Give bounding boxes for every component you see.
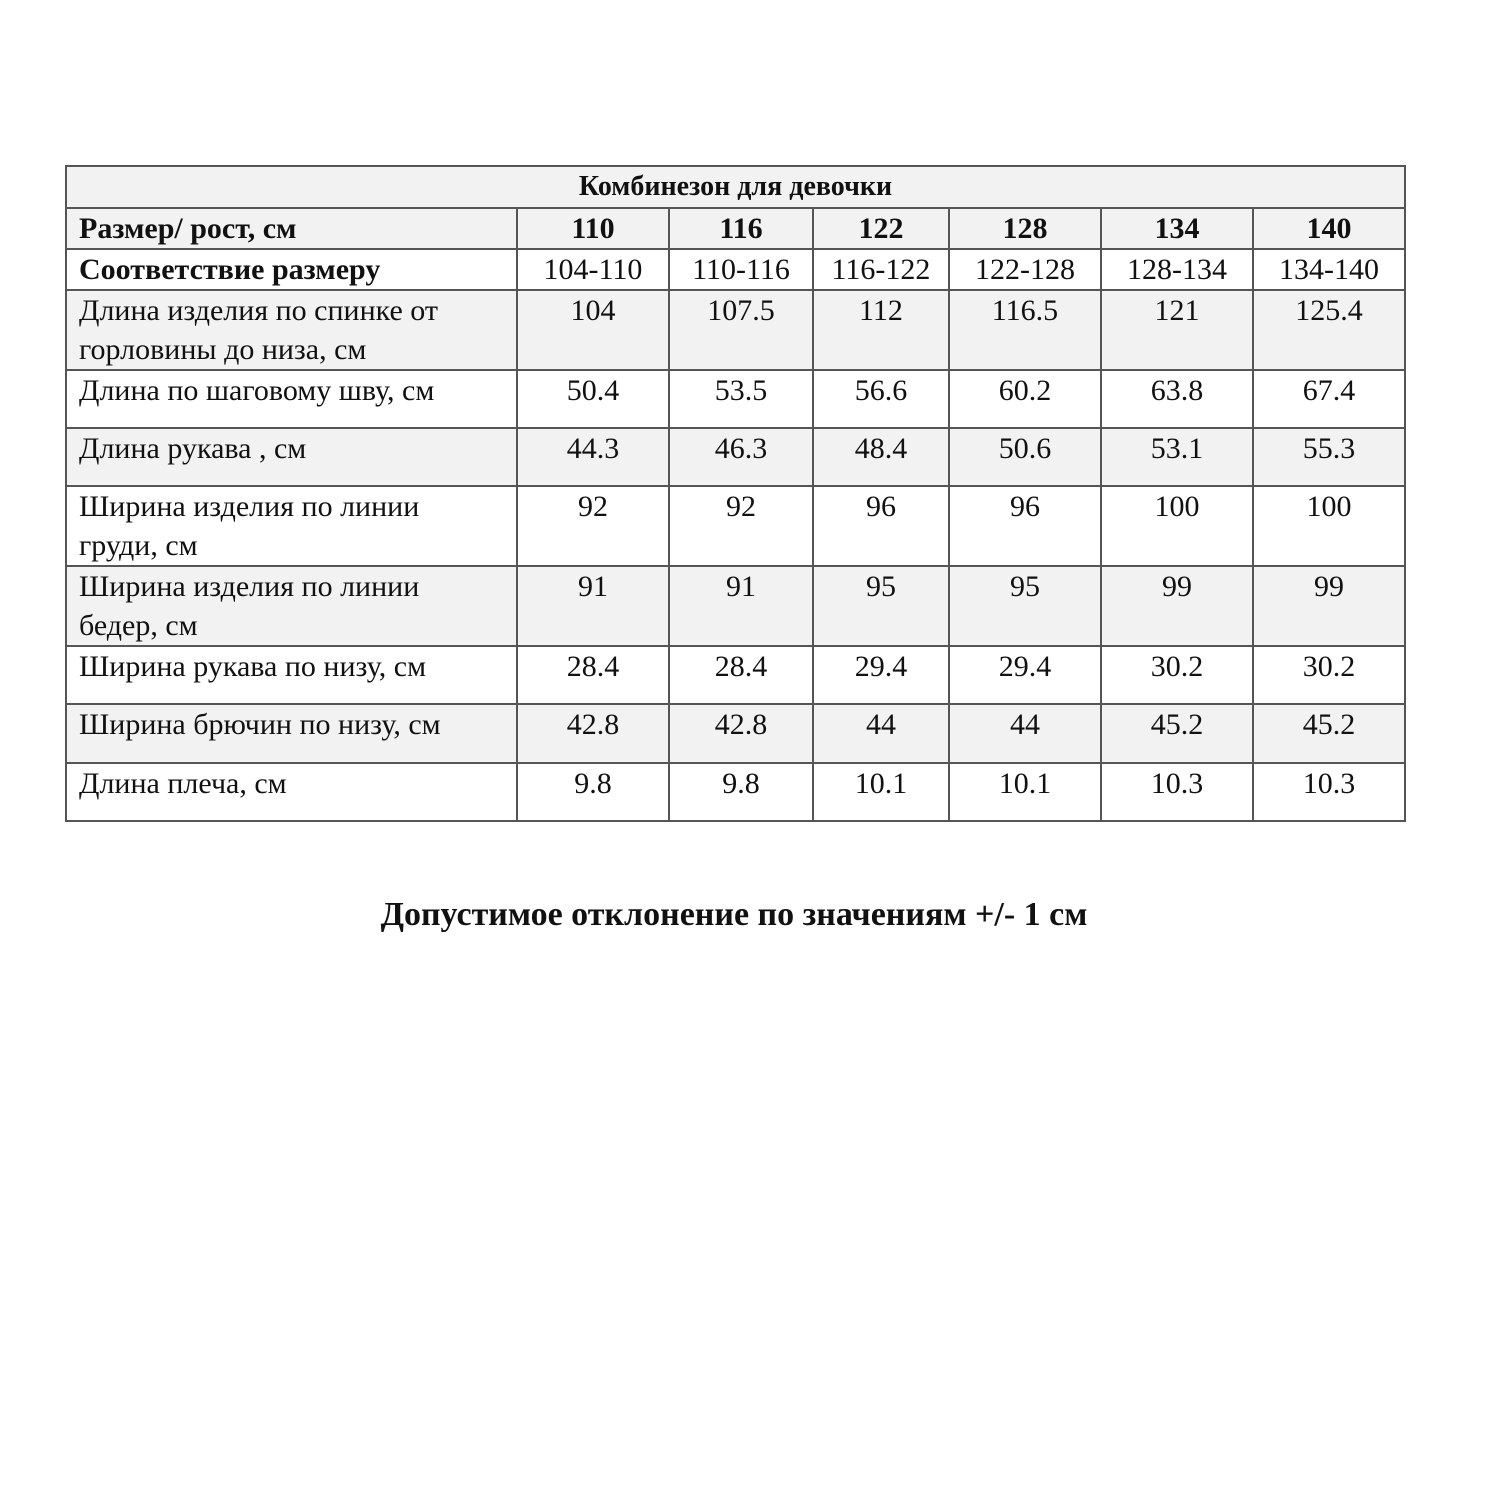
value-cell: 95 — [948, 565, 1102, 647]
value-cell: 121 — [1100, 289, 1254, 371]
value-cell: 96 — [948, 485, 1102, 567]
value-cell: 44 — [812, 703, 950, 764]
value-cell: 112 — [812, 289, 950, 371]
value-cell: 91 — [668, 565, 814, 647]
table-row: Длина плеча, см 9.8 9.8 10.1 10.1 10.3 10.3 — [65, 762, 1407, 822]
value-cell: 92 — [668, 485, 814, 567]
value-cell: 29.4 — [812, 645, 950, 705]
value-cell: 63.8 — [1100, 369, 1254, 429]
value-cell: 30.2 — [1100, 645, 1254, 705]
value-cell: 42.8 — [668, 703, 814, 764]
value-cell: 30.2 — [1251, 645, 1407, 705]
value-cell: 10.3 — [1100, 762, 1254, 822]
size-cell: 134 — [1100, 207, 1254, 250]
value-cell: 116.5 — [948, 289, 1102, 371]
value-cell: 56.6 — [812, 369, 950, 429]
size-cell: 128 — [948, 207, 1102, 250]
row-label: Ширина рукава по низу, см — [65, 645, 518, 705]
value-cell: 95 — [812, 565, 950, 647]
value-cell: 53.1 — [1100, 427, 1254, 487]
correspondence-cell: 104-110 — [516, 248, 670, 291]
table-row: Ширина изделия по линии груди, см 92 92 96 9… — [65, 485, 1407, 567]
size-cell: 122 — [812, 207, 950, 250]
row-label: Ширина изделия по линии груди, см — [65, 485, 518, 567]
value-cell: 99 — [1251, 565, 1407, 647]
value-cell: 67.4 — [1251, 369, 1407, 429]
size-label: Размер/ рост, см — [65, 207, 518, 250]
row-label: Длина плеча, см — [65, 762, 518, 822]
value-cell: 42.8 — [516, 703, 670, 764]
correspondence-label: Соответствие размеру — [65, 248, 518, 291]
value-cell: 28.4 — [668, 645, 814, 705]
value-cell: 48.4 — [812, 427, 950, 487]
value-cell: 60.2 — [948, 369, 1102, 429]
value-cell: 125.4 — [1251, 289, 1407, 371]
value-cell: 45.2 — [1100, 703, 1254, 764]
row-label: Длина рукава , см — [65, 427, 518, 487]
correspondence-cell: 122-128 — [948, 248, 1102, 291]
table-row: Длина по шаговому шву, см 50.4 53.5 56.6 60.… — [65, 369, 1407, 429]
correspondence-row: Соответствие размеру 104-110 110-116 116… — [65, 248, 1407, 291]
value-cell: 28.4 — [516, 645, 670, 705]
value-cell: 46.3 — [668, 427, 814, 487]
size-cell: 140 — [1251, 207, 1407, 250]
value-cell: 53.5 — [668, 369, 814, 429]
correspondence-cell: 110-116 — [668, 248, 814, 291]
value-cell: 96 — [812, 485, 950, 567]
table-row: Ширина рукава по низу, см 28.4 28.4 29.4 29.… — [65, 645, 1407, 705]
value-cell: 9.8 — [516, 762, 670, 822]
value-cell: 10.3 — [1251, 762, 1407, 822]
value-cell: 107.5 — [668, 289, 814, 371]
value-cell: 10.1 — [812, 762, 950, 822]
value-cell: 10.1 — [948, 762, 1102, 822]
value-cell: 100 — [1251, 485, 1407, 567]
size-table: Комбинезон для девочки Размер/ рост, см … — [64, 165, 1407, 822]
table-title: Комбинезон для девочки — [64, 165, 1407, 209]
table-row: Длина изделия по спинке от горловины до … — [65, 289, 1407, 371]
value-cell: 92 — [516, 485, 670, 567]
size-cell: 110 — [516, 207, 670, 250]
value-cell: 29.4 — [948, 645, 1102, 705]
value-cell: 55.3 — [1251, 427, 1407, 487]
value-cell: 99 — [1100, 565, 1254, 647]
value-cell: 91 — [516, 565, 670, 647]
value-cell: 104 — [516, 289, 670, 371]
correspondence-cell: 128-134 — [1100, 248, 1254, 291]
size-row: Размер/ рост, см 110 116 122 128 134 140 — [65, 207, 1407, 250]
value-cell: 50.4 — [516, 369, 670, 429]
table-row: Ширина изделия по линии бедер, см 91 91 95 9… — [65, 565, 1407, 647]
tolerance-note: Допустимое отклонение по значениям +/- 1… — [380, 896, 1088, 933]
correspondence-cell: 134-140 — [1251, 248, 1407, 291]
row-label: Длина по шаговому шву, см — [65, 369, 518, 429]
value-cell: 45.2 — [1251, 703, 1407, 764]
row-label: Ширина брючин по низу, см — [65, 703, 518, 764]
value-cell: 44 — [948, 703, 1102, 764]
table-row: Длина рукава , см 44.3 46.3 48.4 50.6 53.1 55.… — [65, 427, 1407, 487]
value-cell: 50.6 — [948, 427, 1102, 487]
table-row: Ширина брючин по низу, см 42.8 42.8 44 44 45.… — [65, 703, 1407, 764]
row-label: Длина изделия по спинке от горловины до … — [65, 289, 518, 371]
row-label: Ширина изделия по линии бедер, см — [65, 565, 518, 647]
title-row: Комбинезон для девочки — [64, 165, 1407, 209]
value-cell: 100 — [1100, 485, 1254, 567]
value-cell: 44.3 — [516, 427, 670, 487]
value-cell: 9.8 — [668, 762, 814, 822]
size-cell: 116 — [668, 207, 814, 250]
correspondence-cell: 116-122 — [812, 248, 950, 291]
